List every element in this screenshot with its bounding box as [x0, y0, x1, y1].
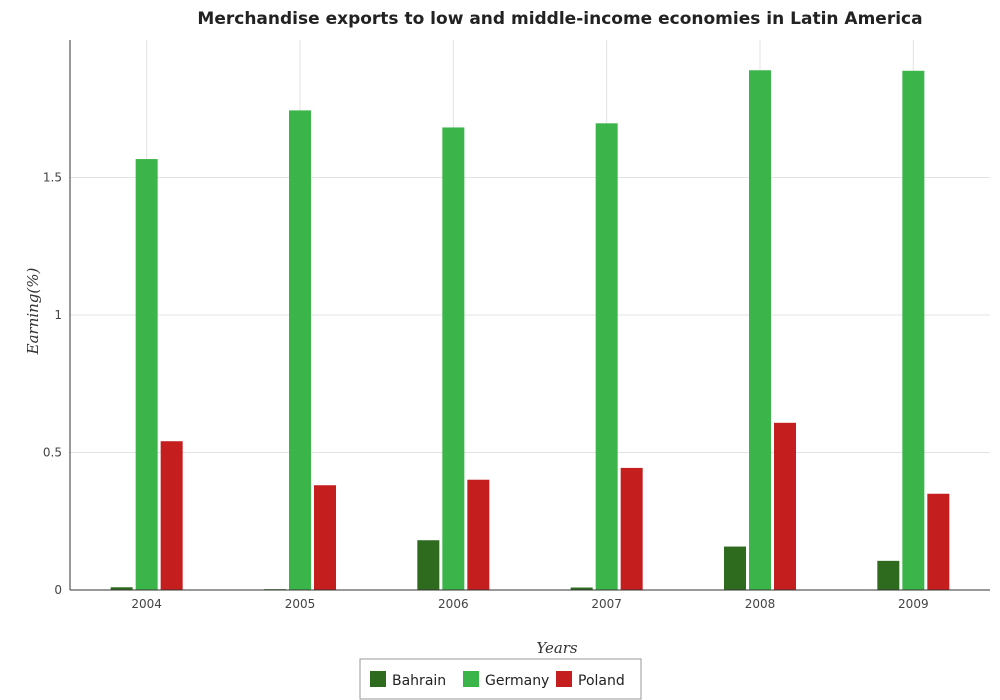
bar-poland-2008: [774, 422, 796, 590]
bar-germany-2006: [442, 127, 465, 590]
bar-poland-2004: [160, 441, 183, 590]
bar-bahrain-2004: [110, 587, 133, 590]
x-axis-label: Years: [536, 639, 578, 657]
axes: 0 0.5 1 1.5 2004 2005 2006 2007 2008 2009: [43, 40, 990, 611]
bar-bahrain-2008: [724, 546, 746, 590]
x-tick-label: 2004: [131, 597, 162, 611]
grid: [70, 40, 990, 591]
bar-germany-2009: [902, 70, 925, 591]
bar-poland-2009: [927, 493, 950, 590]
x-tick-label: 2009: [898, 597, 929, 611]
bar-bahrain-2007: [570, 587, 593, 590]
legend: Bahrain Germany Poland: [359, 658, 642, 700]
legend-box: [359, 658, 642, 700]
y-tick-label: 0: [54, 583, 62, 597]
bar-poland-2005: [314, 485, 336, 590]
y-tick-label: 1.5: [43, 171, 62, 185]
bar-poland-2007: [620, 467, 643, 590]
bar-bahrain-2009: [877, 560, 900, 590]
x-tick-label: 2008: [745, 597, 776, 611]
y-tick-label: 1: [54, 308, 62, 322]
bar-bahrain-2006: [417, 540, 440, 590]
bar-germany-2005: [289, 110, 311, 591]
x-tick-label: 2007: [591, 597, 622, 611]
chart-title: Merchandise exports to low and middle-in…: [197, 9, 922, 29]
legend-swatch-germany: [463, 671, 479, 687]
bars: [110, 70, 950, 591]
x-tick-label: 2006: [438, 597, 469, 611]
legend-label-bahrain: Bahrain: [392, 673, 446, 689]
x-tick-label: 2005: [285, 597, 316, 611]
bar-germany-2007: [595, 123, 618, 590]
legend-label-germany: Germany: [485, 673, 549, 689]
y-tick-label: 0.5: [43, 446, 62, 460]
bar-germany-2004: [135, 159, 158, 590]
legend-label-poland: Poland: [578, 673, 625, 689]
legend-swatch-poland: [556, 671, 572, 687]
legend-swatch-bahrain: [370, 671, 386, 687]
y-axis-label: Earning(%): [24, 267, 42, 355]
bar-germany-2008: [749, 70, 771, 590]
bar-poland-2006: [467, 479, 490, 590]
